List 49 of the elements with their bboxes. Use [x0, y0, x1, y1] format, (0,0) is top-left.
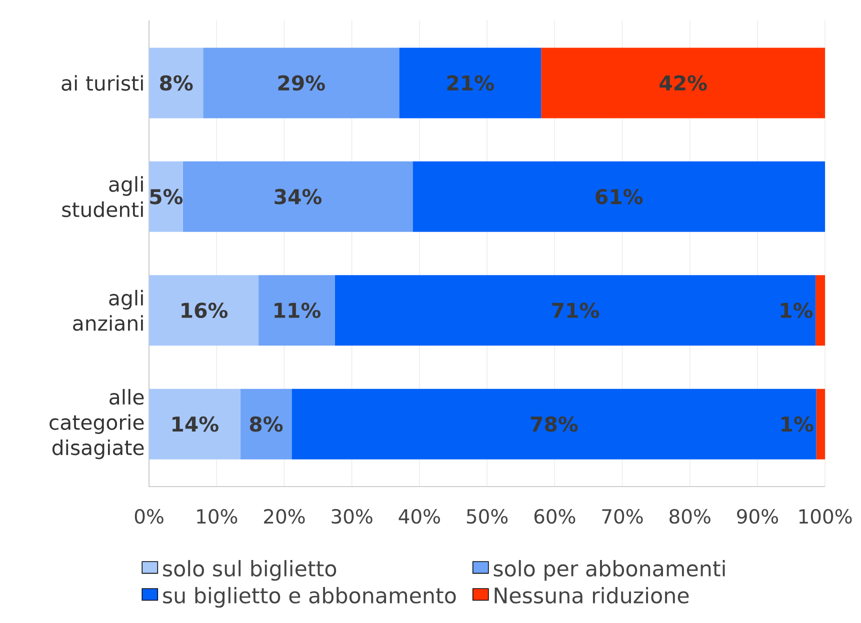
data-label: 14% — [172, 416, 218, 432]
y-tick-label: ai turisti — [62, 75, 143, 92]
data-label: 11% — [274, 302, 320, 318]
bar — [816, 389, 826, 460]
y-tick-label: agli studenti — [62, 176, 143, 218]
x-tick-label: 80% — [670, 509, 710, 524]
legend-label: solo sul biglietto — [163, 560, 336, 581]
x-tick-label: 10% — [197, 509, 238, 524]
bar — [149, 389, 240, 460]
data-label: 21% — [447, 75, 494, 91]
data-label: 8% — [250, 416, 283, 432]
bar — [292, 389, 816, 460]
data-label: 71% — [552, 302, 600, 318]
data-label: 5% — [150, 189, 183, 205]
data-label: 8% — [160, 75, 193, 91]
data-label: 78% — [530, 416, 578, 432]
data-label: 1% — [780, 302, 813, 318]
data-label: 1% — [782, 416, 814, 432]
x-tick-label: 20% — [264, 509, 305, 524]
bar — [203, 48, 400, 118]
x-tick-label: 30% — [332, 509, 372, 524]
legend-label: solo per abbonamenti — [494, 560, 725, 581]
bar — [412, 162, 826, 232]
x-tick-label: 60% — [534, 509, 576, 524]
legend-label: Nessuna riduzione — [494, 587, 689, 604]
bar — [149, 162, 183, 232]
data-label: 42% — [660, 75, 707, 91]
data-label: 34% — [274, 189, 322, 205]
bar — [541, 48, 826, 118]
y-tick-label: alle categorie disagiate — [50, 389, 144, 460]
x-tick-label: 50% — [466, 509, 508, 524]
bar — [258, 275, 335, 346]
y-tick-label: agli anziani — [73, 290, 143, 332]
bar — [816, 275, 826, 346]
data-label: 16% — [182, 302, 228, 318]
bar — [182, 162, 413, 232]
x-tick-label: 0% — [134, 509, 164, 524]
bar — [334, 275, 816, 346]
bar — [399, 48, 542, 118]
bar — [149, 275, 259, 346]
legend-label: su biglietto e abbonamento — [163, 587, 456, 608]
x-tick-label: 100% — [799, 509, 852, 524]
bar — [149, 48, 204, 118]
data-label: 61% — [596, 189, 643, 205]
x-tick-label: 70% — [602, 509, 643, 524]
x-tick-label: 40% — [398, 509, 440, 524]
bar — [240, 389, 292, 460]
data-label: 29% — [278, 75, 325, 91]
x-tick-label: 90% — [737, 509, 778, 524]
